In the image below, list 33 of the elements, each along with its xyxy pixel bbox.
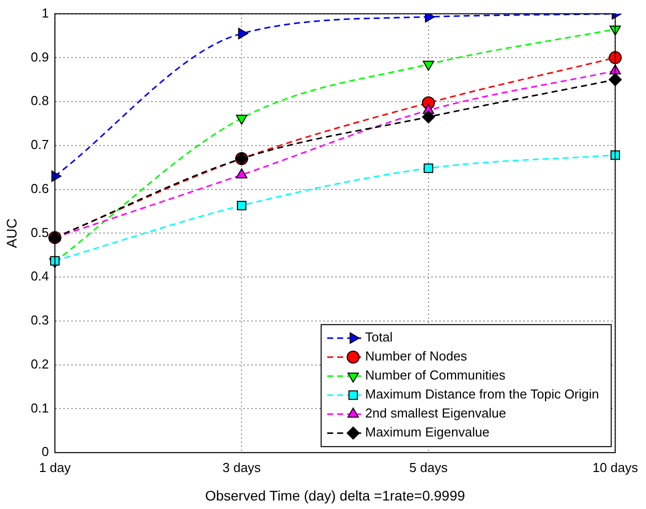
x-tick-label: 5 days	[409, 460, 448, 475]
y-tick-label: 1	[42, 5, 49, 20]
point	[422, 60, 434, 71]
legend-label: Total	[365, 330, 393, 345]
point	[422, 110, 435, 124]
x-tick-label: 10 days	[592, 460, 638, 475]
y-tick-label: 0.6	[30, 180, 49, 196]
point	[424, 14, 435, 23]
y-axis-title: AUC	[3, 218, 20, 248]
y-tick-label: 0	[42, 444, 49, 460]
y-tick-label: 0.9	[30, 49, 49, 64]
x-tick-label: 1 day	[38, 460, 72, 475]
y-tick-label: 0.7	[30, 137, 49, 152]
legend-label: Maximum Eigenvalue	[365, 424, 490, 440]
point	[424, 164, 434, 173]
legend-label: Maximum Distance from the Topic Origin	[365, 386, 600, 402]
x-tick-label: 3 days	[222, 460, 262, 475]
point	[610, 150, 620, 160]
point	[238, 28, 248, 40]
point	[236, 200, 246, 210]
point	[608, 51, 622, 64]
legend-label: 2nd smallest Eigenvalue	[365, 406, 506, 421]
y-tick-label: 0.3	[30, 312, 49, 328]
x-axis-title: Observed Time (day) delta =1rate=0.9999	[205, 487, 466, 504]
legend-label: Number of Nodes	[365, 348, 468, 364]
point	[50, 256, 60, 266]
y-tick-label: 0.2	[30, 356, 49, 372]
y-tick-label: 0.8	[30, 93, 49, 108]
legend-label: Number of Communities	[365, 368, 506, 383]
y-tick-label: 0.5	[30, 224, 49, 240]
y-tick-label: 0.1	[30, 400, 49, 416]
y-tick-label: 0.4	[30, 268, 49, 284]
point	[236, 114, 248, 125]
